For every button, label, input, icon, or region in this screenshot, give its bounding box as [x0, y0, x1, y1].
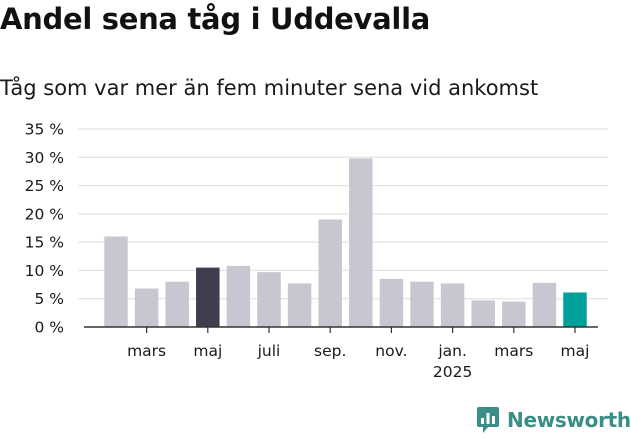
bar [104, 236, 128, 327]
y-axis-labels: 0 % 5 % 10 % 15 % 20 % 25 % 30 % 35 % [25, 121, 64, 337]
bar [257, 272, 281, 327]
bar [226, 265, 251, 327]
newsworthy-logo-icon [477, 407, 499, 433]
bar [134, 288, 159, 327]
x-tick-label: nov. [375, 342, 407, 360]
gridlines [78, 128, 608, 300]
x-tick-label: maj [561, 342, 590, 360]
bar [287, 283, 312, 327]
newsworthy-brand[interactable]: Newsworthy [476, 406, 631, 434]
x-axis [84, 326, 598, 333]
y-tick-label: 0 % [34, 319, 64, 337]
bar [165, 281, 189, 327]
bar [379, 278, 404, 327]
x-tick-sublabel: 2025 [433, 363, 472, 381]
x-tick-label: juli [257, 342, 281, 360]
chart-subtitle: Tåg som var mer än fem minuter sena vid … [0, 76, 539, 100]
x-tick-label: maj [193, 342, 222, 360]
x-tick-label: jan. [437, 342, 467, 360]
bar [563, 292, 587, 327]
bar [318, 219, 342, 327]
y-tick-label: 25 % [25, 177, 64, 195]
bar-chart: 0 % 5 % 10 % 15 % 20 % 25 % 30 % 35 % mars maj ju… [25, 121, 608, 381]
bar [502, 301, 526, 327]
bar [532, 282, 557, 327]
x-axis-labels: mars maj juli sep. nov. jan. 2025 mars maj [127, 342, 589, 381]
bar [410, 281, 434, 327]
bar [349, 158, 373, 327]
x-tick-label: mars [494, 342, 533, 360]
y-tick-label: 20 % [25, 205, 64, 223]
x-tick-label: sep. [314, 342, 346, 360]
bar [196, 267, 220, 327]
y-tick-label: 35 % [25, 121, 64, 139]
y-tick-label: 30 % [25, 149, 64, 167]
y-tick-label: 5 % [34, 290, 64, 308]
bar [471, 300, 495, 327]
bar [440, 283, 465, 327]
y-tick-label: 10 % [25, 262, 64, 280]
newsworthy-wordmark: Newsworthy [507, 408, 631, 432]
x-tick-label: mars [127, 342, 166, 360]
bars [104, 158, 587, 327]
chart-title: Andel sena tåg i Uddevalla [0, 2, 430, 36]
y-tick-label: 15 % [25, 234, 64, 252]
